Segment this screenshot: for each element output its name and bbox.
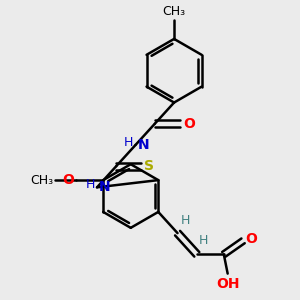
Text: H: H	[124, 136, 134, 148]
Text: S: S	[144, 159, 154, 173]
Text: O: O	[245, 232, 257, 246]
Text: N: N	[99, 180, 110, 194]
Text: H: H	[199, 234, 208, 247]
Text: CH₃: CH₃	[30, 174, 53, 187]
Text: O: O	[62, 173, 74, 187]
Text: OH: OH	[216, 277, 239, 290]
Text: H: H	[86, 178, 95, 191]
Text: N: N	[137, 138, 149, 152]
Text: O: O	[183, 117, 195, 131]
Text: H: H	[180, 214, 190, 227]
Text: CH₃: CH₃	[163, 5, 186, 18]
